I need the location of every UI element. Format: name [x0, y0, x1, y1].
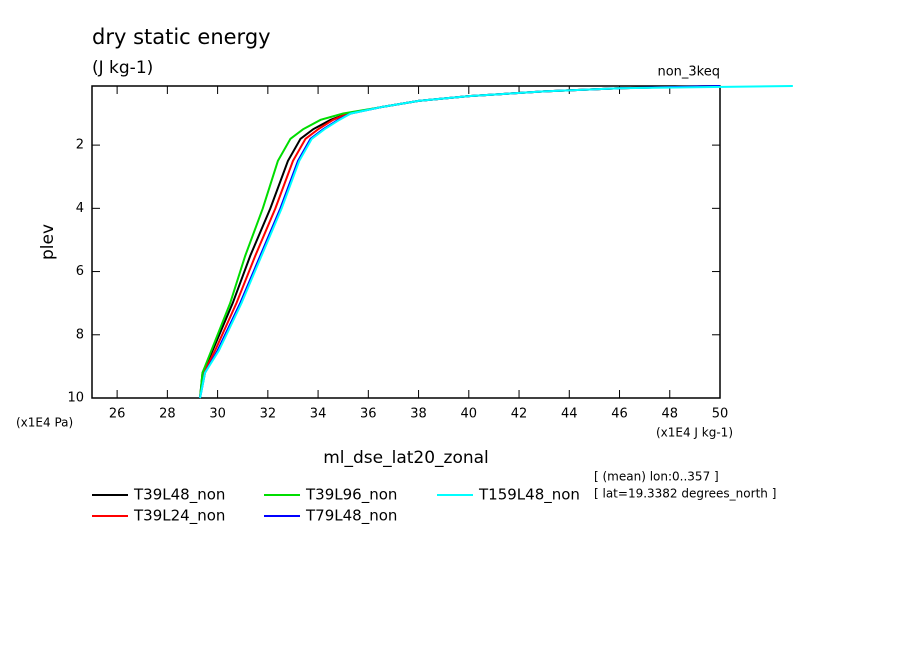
y-tick-label: 6 — [76, 264, 84, 279]
x-tick-label: 50 — [712, 407, 729, 422]
x-tick-label: 42 — [511, 407, 528, 422]
series-line — [199, 85, 721, 399]
x-tick-label: 44 — [561, 407, 578, 422]
y-tick-label: 4 — [76, 201, 84, 216]
y-tick-label: 2 — [76, 138, 84, 153]
x-tick-label: 36 — [360, 407, 377, 422]
y-axis-label: plev — [38, 224, 58, 260]
x-tick-label: 26 — [109, 407, 126, 422]
y-tick-label: 10 — [67, 391, 84, 406]
x-tick-label: 32 — [260, 407, 277, 422]
corner-label: non_3keq — [657, 65, 720, 80]
series-line — [199, 85, 721, 399]
chart-subtitle: (J kg-1) — [92, 58, 153, 78]
info-text: [ lat=19.3382 degrees_north ] — [594, 487, 776, 501]
y-unit: (x1E4 Pa) — [16, 416, 73, 430]
plot-frame — [91, 85, 721, 399]
x-tick-label: 28 — [159, 407, 176, 422]
series-line — [199, 85, 793, 399]
x-tick-label: 46 — [611, 407, 628, 422]
x-tick-label: 48 — [661, 407, 678, 422]
legend-label: T39L24_non — [133, 507, 225, 526]
y-tick-label: 8 — [76, 327, 84, 342]
legend-label: T39L48_non — [133, 486, 225, 505]
x-tick-label: 38 — [410, 407, 427, 422]
x-unit: (x1E4 J kg-1) — [656, 426, 733, 440]
series-line — [199, 85, 721, 399]
x-tick-label: 34 — [310, 407, 327, 422]
legend-label: T79L48_non — [305, 507, 397, 526]
legend-label: T39L96_non — [305, 486, 397, 505]
series-line — [199, 85, 721, 399]
x-tick-label: 40 — [461, 407, 478, 422]
x-tick-label: 30 — [209, 407, 226, 422]
x-axis-label: ml_dse_lat20_zonal — [323, 448, 489, 468]
chart-title: dry static energy — [92, 25, 271, 49]
legend-label: T159L48_non — [478, 486, 580, 505]
info-text: [ (mean) lon:0..357 ] — [594, 470, 719, 484]
